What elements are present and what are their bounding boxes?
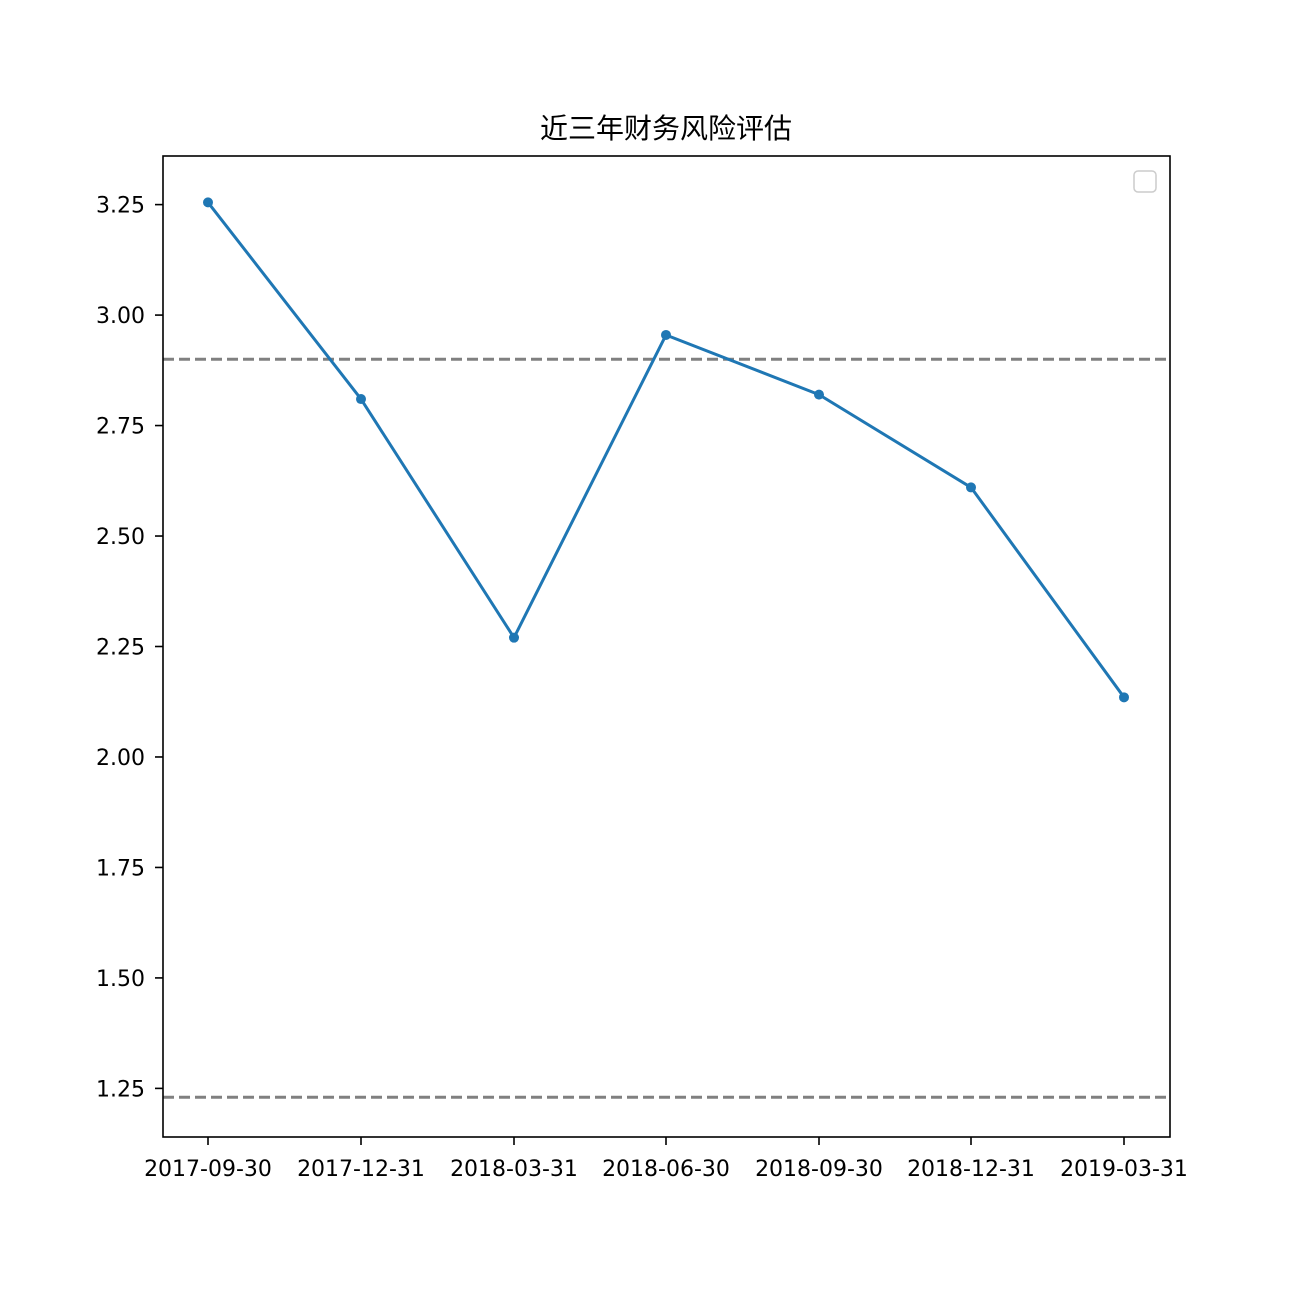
x-tick-label: 2017-09-30 [144, 1157, 272, 1182]
legend-box [1133, 170, 1157, 193]
data-point [356, 394, 366, 405]
plot-frame [162, 155, 1171, 1138]
x-tick-label: 2019-03-31 [1060, 1157, 1188, 1182]
x-axis: 2017-09-30 2017-12-31 2018-03-31 2018-06-30… [144, 1137, 1188, 1182]
data-point [814, 389, 824, 400]
y-tick-label: 1.75 [96, 856, 145, 881]
series-group [203, 197, 1129, 703]
chart-title: 近三年财务风险评估 [540, 112, 792, 145]
y-tick-label: 2.50 [96, 525, 145, 550]
y-tick-label: 3.00 [96, 304, 145, 329]
series-line [206, 201, 1126, 699]
y-tick-label: 1.50 [96, 967, 145, 992]
y-axis: 1.25 1.50 1.75 2.00 2.25 2.50 2.75 3.00 3.25 [96, 194, 163, 1102]
data-point [203, 197, 213, 208]
y-tick-label: 1.25 [96, 1077, 145, 1102]
data-point [661, 329, 671, 340]
y-tick-label: 2.25 [96, 636, 145, 661]
x-tick-label: 2018-12-31 [907, 1157, 1035, 1182]
data-point [1119, 692, 1129, 703]
x-tick-label: 2018-09-30 [755, 1157, 883, 1182]
x-tick-label: 2018-03-31 [450, 1157, 578, 1182]
data-point [509, 632, 519, 643]
reference-lines [163, 357, 1170, 1099]
y-tick-label: 2.75 [96, 415, 145, 440]
y-tick-label: 2.00 [96, 746, 145, 771]
data-point [966, 482, 976, 493]
x-tick-label: 2018-06-30 [602, 1157, 730, 1182]
x-tick-label: 2017-12-31 [297, 1157, 425, 1182]
y-tick-label: 3.25 [96, 194, 145, 219]
